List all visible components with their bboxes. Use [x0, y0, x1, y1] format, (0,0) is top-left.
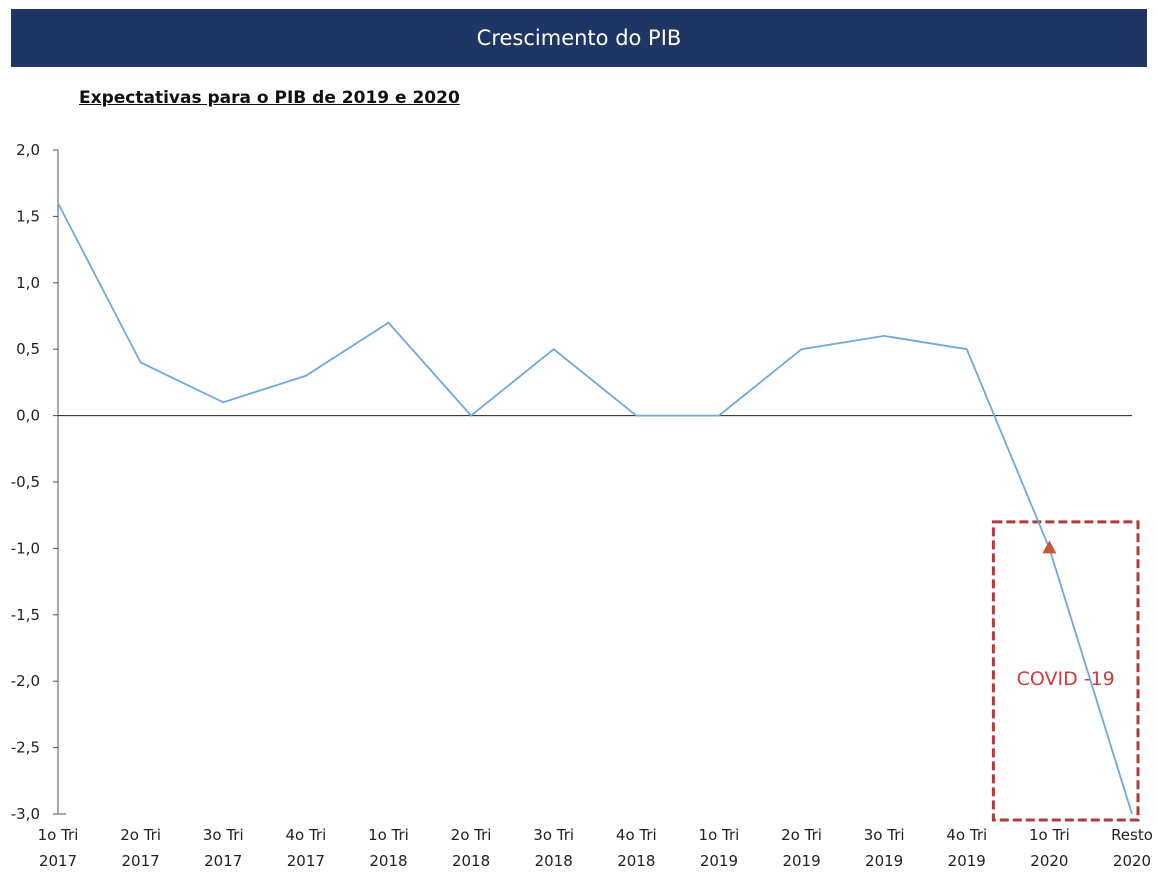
x-tick-label: Resto [1111, 826, 1153, 844]
x-tick-year-label: 2019 [865, 852, 903, 870]
x-tick-year-label: 2017 [287, 852, 325, 870]
x-tick-label: 1o Tri [368, 826, 409, 844]
y-tick-label: 1,5 [16, 207, 40, 225]
x-tick-label: 1o Tri [699, 826, 740, 844]
x-tick-label: 2o Tri [451, 826, 492, 844]
x-tick-label: 4o Tri [946, 826, 987, 844]
y-tick-label: 2,0 [16, 141, 40, 159]
y-tick-label: -0,5 [11, 473, 40, 491]
x-tick-year-label: 2018 [617, 852, 655, 870]
x-tick-label: 3o Tri [203, 826, 244, 844]
x-tick-year-label: 2017 [204, 852, 242, 870]
x-tick-label: 1o Tri [1029, 826, 1070, 844]
x-tick-year-label: 2017 [39, 852, 77, 870]
x-tick-year-label: 2020 [1113, 852, 1151, 870]
chart-subtitle: Expectativas para o PIB de 2019 e 2020 [79, 88, 460, 108]
chart-title: Crescimento do PIB [476, 26, 682, 50]
series-line [57, 202, 1133, 815]
x-tick-label: 1o Tri [38, 826, 79, 844]
x-tick-year-label: 2020 [1030, 852, 1068, 870]
y-tick-label: -2,5 [11, 739, 40, 757]
x-tick-year-label: 2018 [535, 852, 573, 870]
covid-annotation-box [991, 520, 1140, 822]
y-tick-label: 0,5 [16, 340, 40, 358]
x-tick-label: 3o Tri [533, 826, 574, 844]
x-tick-year-label: 2018 [452, 852, 490, 870]
y-tick-label: -3,0 [11, 805, 40, 823]
x-tick-label: 3o Tri [864, 826, 905, 844]
y-tick-label: -1,5 [11, 606, 40, 624]
x-tick-year-label: 2019 [700, 852, 738, 870]
x-tick-label: 4o Tri [616, 826, 657, 844]
y-tick-label: 1,0 [16, 274, 40, 292]
x-tick-year-label: 2019 [782, 852, 820, 870]
chart-banner: Crescimento do PIB [11, 9, 1147, 67]
y-tick-label: -2,0 [11, 672, 40, 690]
triangle-marker [1042, 540, 1057, 554]
x-tick-label: 2o Tri [120, 826, 161, 844]
y-tick-label: -1,0 [11, 539, 40, 557]
x-tick-year-label: 2017 [122, 852, 160, 870]
x-tick-label: 2o Tri [781, 826, 822, 844]
x-tick-year-label: 2019 [948, 852, 986, 870]
covid-annotation-label: COVID -19 [1017, 668, 1115, 690]
x-tick-year-label: 2018 [369, 852, 407, 870]
x-tick-label: 4o Tri [285, 826, 326, 844]
y-tick-label: 0,0 [16, 407, 40, 425]
